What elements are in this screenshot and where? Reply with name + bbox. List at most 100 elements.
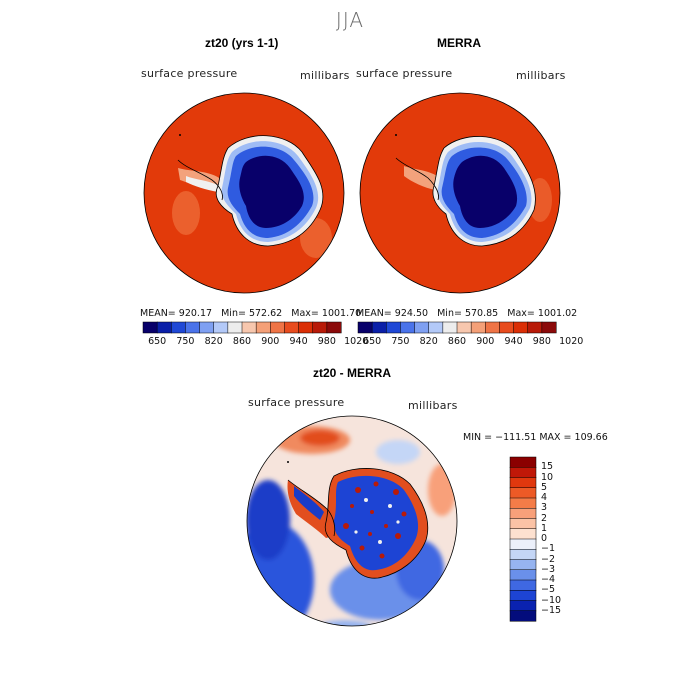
panel-1-colorbar-tick-label: 1020 xyxy=(344,336,369,347)
panel-2-min-label: Min= xyxy=(437,308,462,319)
difference-colorbar-swatch xyxy=(509,477,537,489)
difference-colorbar-swatch xyxy=(509,579,537,591)
difference-colorbar-swatch xyxy=(509,569,537,581)
panel-1-colorbar-tick-label: 940 xyxy=(289,336,308,347)
panel-1-colorbar-swatch xyxy=(185,321,201,334)
difference-colorbar-swatch xyxy=(509,590,537,602)
difference-colorbar-swatch xyxy=(509,487,537,499)
difference-colorbar-tick-label: 4 xyxy=(541,492,548,503)
panel-2-colorbar-tick-label: 750 xyxy=(391,336,410,347)
difference-colorbar-tick-label: −5 xyxy=(541,584,556,596)
difference-colorbar-tick-label: −10 xyxy=(541,594,562,606)
panel-1-max-label: Max= xyxy=(291,308,319,319)
panel-1-min-value: 572.62 xyxy=(248,308,283,319)
difference-colorbar-tick-label: 10 xyxy=(541,471,554,483)
panel-1-colorbar-swatch xyxy=(298,321,314,334)
panel-1-colorbar-swatch xyxy=(255,321,271,334)
panel-2-colorbar-tick-label: 650 xyxy=(363,336,382,347)
panel-2-colorbar-swatch xyxy=(428,321,444,334)
panel-2-colorbar-swatch xyxy=(400,321,416,334)
difference-colorbar-swatch xyxy=(509,610,537,622)
panel-2-title: MERRA xyxy=(437,36,481,50)
panel-2-mean-label: MEAN= xyxy=(356,308,392,319)
panel-2-variable-label: surface pressure xyxy=(356,67,453,80)
panel-1-colorbar-swatch xyxy=(326,321,342,334)
panel-2-colorbar-swatch xyxy=(371,321,387,334)
panel-2-colorbar-swatch xyxy=(386,321,401,334)
panel-2-colorbar xyxy=(357,321,557,334)
panel-1-colorbar-swatch xyxy=(270,321,285,334)
panel-1-colorbar-swatch xyxy=(227,321,243,334)
difference-colorbar-tick-label: −2 xyxy=(541,553,556,565)
difference-colorbar-tick-label: −4 xyxy=(541,574,556,585)
panel-1-title: zt20 (yrs 1-1) xyxy=(205,36,279,50)
difference-colorbar xyxy=(509,456,537,622)
difference-minmax: MIN = −111.51 MAX = 109.66 xyxy=(463,432,608,443)
difference-colorbar-swatch xyxy=(509,518,537,530)
panel-2-map xyxy=(359,92,561,294)
panel-1-colorbar-swatch xyxy=(171,321,186,334)
panel-2-colorbar-swatch xyxy=(470,321,486,334)
difference-colorbar-swatch xyxy=(509,538,537,550)
panel-1-mean-value: 920.17 xyxy=(178,308,213,319)
difference-colorbar-swatch xyxy=(509,497,537,509)
panel-2-colorbar-swatch xyxy=(414,321,430,334)
panel-1-colorbar-tick-label: 900 xyxy=(261,336,280,347)
panel-2-colorbar-swatch xyxy=(527,321,543,334)
panel-1-colorbar-tick-label: 860 xyxy=(232,336,252,347)
difference-colorbar-swatch xyxy=(509,528,537,540)
panel-2-colorbar-swatch xyxy=(499,321,515,334)
panel-1-colorbar-swatch xyxy=(142,321,158,334)
panel-1-min-label: Min= xyxy=(221,308,246,319)
panel-2-colorbar-tick-label: 860 xyxy=(447,336,467,347)
difference-colorbar-tick-label: 5 xyxy=(541,481,548,493)
panel-2-colorbar-swatch xyxy=(541,321,557,334)
panel-2-colorbar-tick-label: 820 xyxy=(419,336,438,347)
difference-colorbar-tick-label: −1 xyxy=(541,543,556,555)
panel-2-min-value: 570.85 xyxy=(464,308,499,319)
panel-2-colorbar-swatch xyxy=(513,321,529,334)
difference-colorbar-swatch xyxy=(509,456,537,468)
panel-1-variable-label: surface pressure xyxy=(141,67,238,80)
panel-1-colorbar-swatch xyxy=(199,321,215,334)
panel-1-max-value: 1001.70 xyxy=(321,308,362,319)
difference-title: zt20 - MERRA xyxy=(313,366,392,380)
panel-1-colorbar-swatch xyxy=(213,321,229,334)
panel-2-colorbar-swatch xyxy=(442,321,458,334)
difference-variable-label: surface pressure xyxy=(248,396,345,409)
difference-colorbar-tick-label: −15 xyxy=(541,604,562,616)
panel-1-colorbar-swatch xyxy=(284,321,300,334)
panel-2-max-value: 1001.02 xyxy=(537,308,578,319)
difference-colorbar-swatch xyxy=(509,508,537,520)
panel-2-colorbar-tick-label: 980 xyxy=(532,336,551,347)
panel-2-max-label: Max= xyxy=(507,308,535,319)
difference-map xyxy=(246,415,458,627)
panel-1-colorbar-tick-label: 820 xyxy=(204,336,223,347)
difference-colorbar-swatch xyxy=(509,549,537,561)
panel-2-colorbar-tick-label: 940 xyxy=(504,336,523,347)
panel-2-stats: MEAN= 924.50 Min= 570.85 Max= 1001.02 xyxy=(356,308,577,319)
panel-1-units-label: millibars xyxy=(300,69,350,82)
difference-units-label: millibars xyxy=(408,399,458,412)
panel-1-colorbar-tick-label: 750 xyxy=(176,336,195,347)
season-title: JJA xyxy=(335,8,365,32)
panel-2-colorbar-swatch xyxy=(456,321,472,334)
difference-colorbar-swatch xyxy=(509,467,537,479)
panel-2-colorbar-swatch xyxy=(485,321,500,334)
panel-2-colorbar-swatch xyxy=(357,321,373,334)
panel-1-colorbar-tick-label: 650 xyxy=(148,336,167,347)
panel-1-mean-label: MEAN= xyxy=(140,308,176,319)
panel-1-map xyxy=(143,92,345,294)
panel-2-units-label: millibars xyxy=(516,69,566,82)
panel-1-colorbar-swatch xyxy=(241,321,257,334)
difference-colorbar-tick-label: 1 xyxy=(541,522,548,534)
panel-1-colorbar-swatch xyxy=(156,321,172,334)
panel-1-colorbar-tick-label: 980 xyxy=(317,336,336,347)
difference-colorbar-tick-label: 15 xyxy=(541,461,554,473)
difference-colorbar-swatch xyxy=(509,600,537,612)
difference-colorbar-swatch xyxy=(509,559,537,571)
difference-colorbar-tick-label: 2 xyxy=(541,512,548,524)
panel-1-colorbar xyxy=(142,321,342,334)
panel-2-colorbar-tick-label: 1020 xyxy=(559,336,584,347)
